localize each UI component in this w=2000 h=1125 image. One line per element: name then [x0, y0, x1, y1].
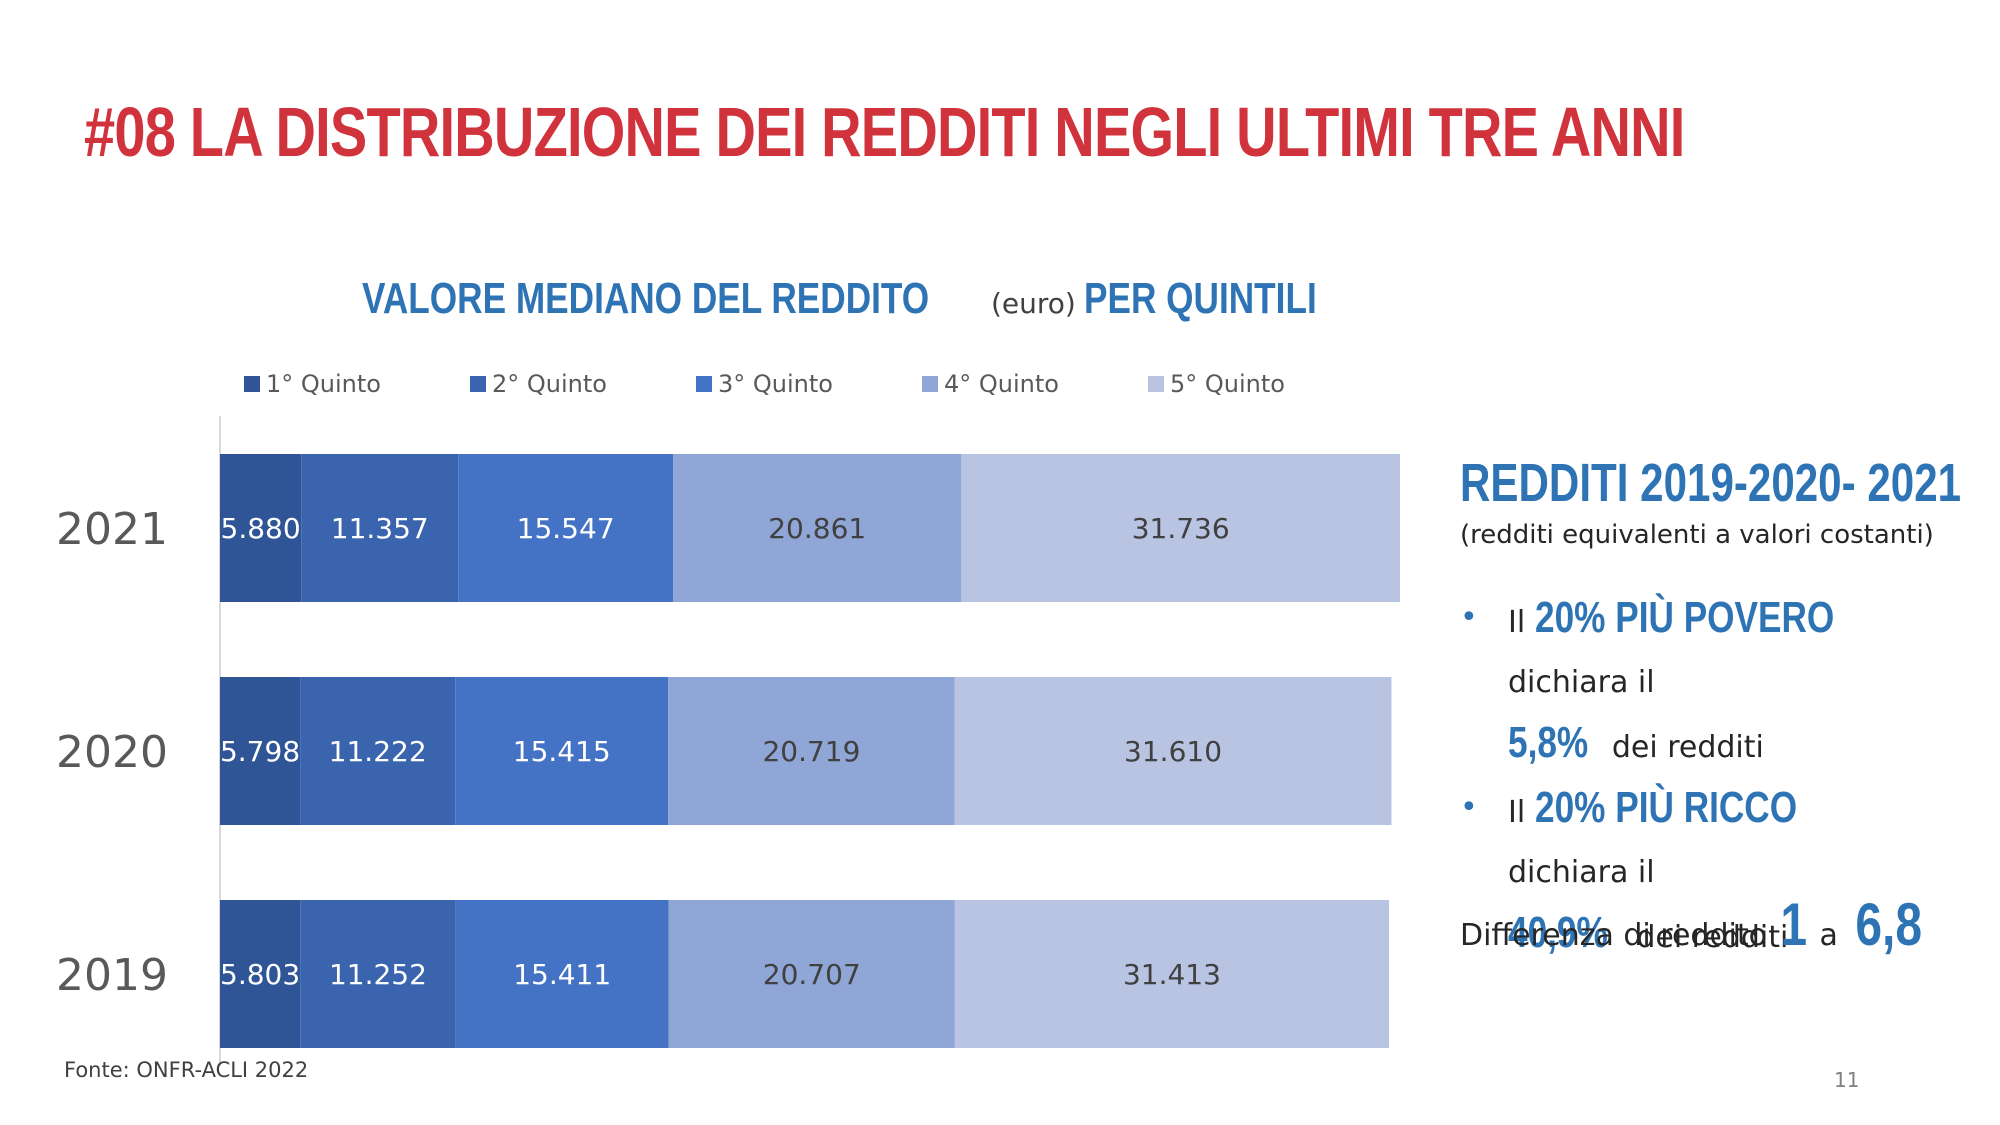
data-label: 15.415 [513, 735, 611, 768]
category-label: 2021 [56, 504, 168, 555]
summary-panel: REDDITI 2019-2020- 2021 (redditi equival… [1460, 452, 1980, 968]
income-gap-sep: a [1819, 918, 1838, 953]
highlight-poorest-share: 5,8% [1508, 718, 1589, 767]
data-label: 20.707 [763, 958, 861, 991]
highlight-richest-share: 40,9% [1508, 908, 1608, 957]
bar-segment [673, 454, 962, 602]
bar-segment [220, 900, 301, 1048]
data-label: 11.222 [329, 735, 427, 768]
bar-segment [220, 454, 302, 602]
bar-segment [954, 677, 1392, 825]
highlight-poorest: 20% PIÙ POVERO [1534, 593, 1835, 642]
chart-title: VALORE MEDIANO DEL REDDITO (euro) PER QU… [362, 274, 1375, 324]
bullet-richest: • Il 20% PIÙ RICCO dichiara il 40,9% dei… [1460, 778, 1980, 968]
legend-item-q2: 2° Quinto [470, 370, 696, 398]
data-label: 5.880 [221, 512, 301, 545]
data-label: 20.719 [762, 735, 860, 768]
bar-segment [220, 677, 301, 825]
data-label: 11.357 [331, 512, 429, 545]
legend-swatch [696, 376, 712, 392]
bar-segment [300, 677, 456, 825]
legend-item-q3: 3° Quinto [696, 370, 922, 398]
chart-title-main: VALORE MEDIANO DEL REDDITO [362, 274, 930, 323]
chart-title-tail: PER QUINTILI [1083, 274, 1317, 323]
bar-segment [455, 677, 669, 825]
bar-segment [668, 900, 955, 1048]
data-label: 20.861 [768, 512, 866, 545]
bar-segment [668, 677, 955, 825]
bullet-poorest: • Il 20% PIÙ POVERO dichiara il 5,8% dei… [1460, 588, 1980, 778]
bullet-post: dei redditi [1636, 920, 1789, 955]
legend-label: 5° Quinto [1170, 370, 1285, 398]
bar-segment [954, 900, 1390, 1048]
bullet-icon: • [1460, 600, 1478, 635]
income-gap: Differenza di reddito 1 a 6,8 [1460, 890, 1931, 959]
bullet-mid: dichiara il [1508, 855, 1655, 890]
data-label: 15.547 [517, 512, 615, 545]
legend-label: 2° Quinto [492, 370, 607, 398]
summary-subtitle: (redditi equivalenti a valori costanti) [1460, 520, 1934, 550]
data-label: 31.413 [1123, 958, 1221, 991]
data-label: 11.252 [329, 958, 427, 991]
source-note: Fonte: ONFR-ACLI 2022 [64, 1058, 309, 1082]
legend-item-q4: 4° Quinto [922, 370, 1148, 398]
legend-swatch [1148, 376, 1164, 392]
bar-segment [961, 454, 1400, 602]
slide-title: #08 LA DISTRIBUZIONE DEI REDDITI NEGLI U… [84, 93, 1685, 171]
bar-segment [458, 454, 674, 602]
data-label: 5.803 [220, 958, 300, 991]
bullet-pre: Il [1508, 795, 1526, 830]
bar-segment [300, 900, 456, 1048]
legend-item-q1: 1° Quinto [244, 370, 470, 398]
income-gap-high: 6,8 [1855, 891, 1923, 958]
summary-title: REDDITI 2019-2020- 2021 [1460, 453, 1962, 513]
legend-item-q5: 5° Quinto [1148, 370, 1374, 398]
chart-legend: 1° Quinto 2° Quinto 3° Quinto 4° Quinto … [244, 370, 1374, 398]
data-label: 31.736 [1132, 512, 1230, 545]
bullet-mid: dichiara il [1508, 665, 1655, 700]
page-number: 11 [1834, 1068, 1860, 1092]
data-label: 31.610 [1124, 735, 1222, 768]
data-label: 15.411 [513, 958, 611, 991]
highlight-richest: 20% PIÙ RICCO [1534, 783, 1797, 832]
legend-swatch [470, 376, 486, 392]
data-label: 5.798 [220, 735, 300, 768]
income-gap-label: Differenza di reddito [1460, 918, 1767, 953]
bar-segment [301, 454, 459, 602]
category-label: 2020 [56, 727, 168, 778]
category-label: 2019 [56, 950, 168, 1001]
income-gap-low: 1 [1779, 891, 1807, 958]
legend-swatch [244, 376, 260, 392]
legend-label: 4° Quinto [944, 370, 1059, 398]
legend-swatch [922, 376, 938, 392]
legend-label: 3° Quinto [718, 370, 833, 398]
chart-title-unit: (euro) [990, 287, 1076, 320]
bullet-post: dei redditi [1611, 730, 1764, 765]
bar-segment [455, 900, 669, 1048]
bullet-pre: Il [1508, 605, 1526, 640]
bullet-icon: • [1460, 790, 1478, 825]
legend-label: 1° Quinto [266, 370, 381, 398]
